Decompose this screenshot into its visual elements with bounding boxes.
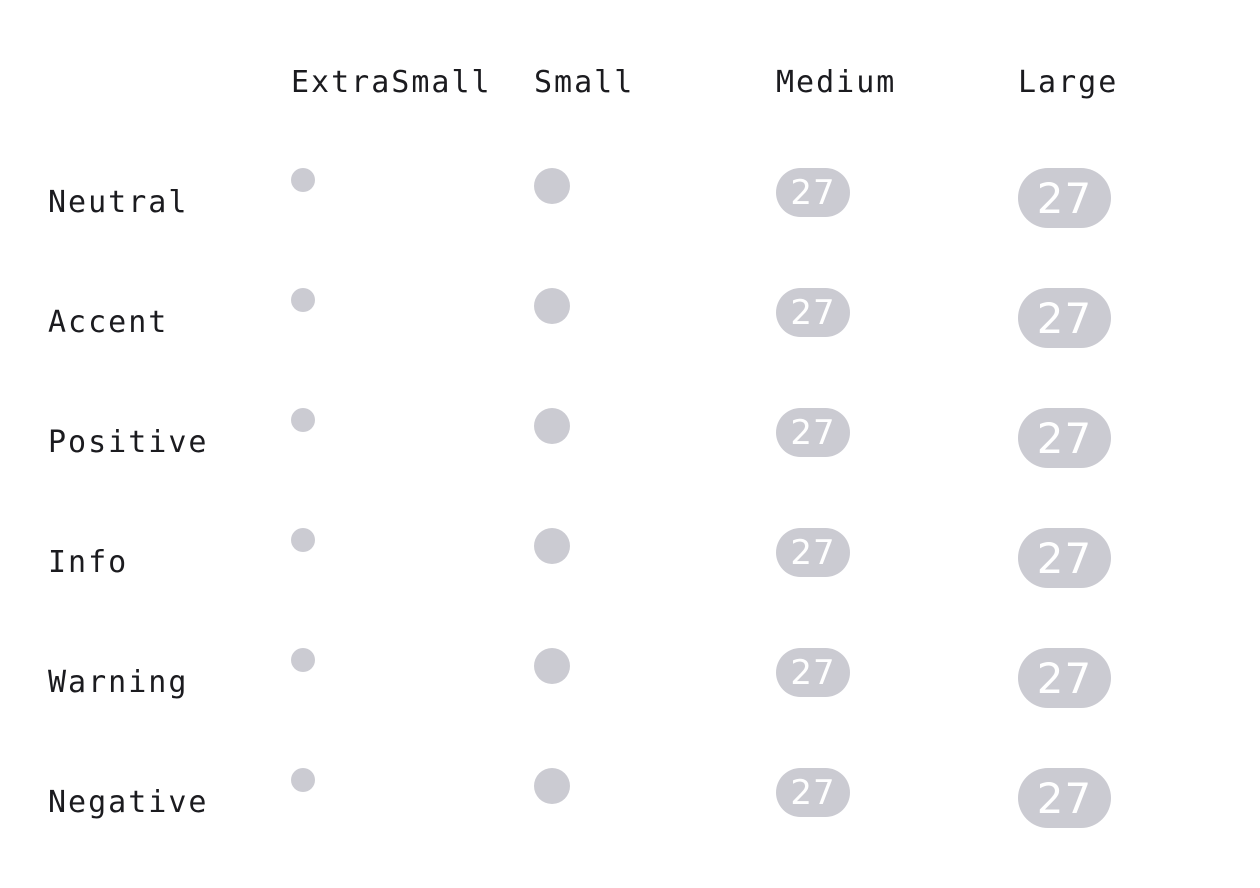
badge-count-large: 27 xyxy=(1018,288,1111,348)
badge-row-negative: Negative 27 27 xyxy=(0,720,1260,840)
column-header-extra-small: ExtraSmall xyxy=(291,65,492,100)
badge-dot-small xyxy=(534,168,570,204)
badge-count-medium: 27 xyxy=(776,768,850,817)
badge-row-accent: Accent 27 27 xyxy=(0,240,1260,360)
badge-count-large: 27 xyxy=(1018,528,1111,588)
badge-count-large: 27 xyxy=(1018,168,1111,228)
badge-count-medium: 27 xyxy=(776,168,850,217)
badge-dot-extra-small xyxy=(291,408,315,432)
badge-row-warning: Warning 27 27 xyxy=(0,600,1260,720)
badge-row-neutral: Neutral 27 27 xyxy=(0,120,1260,240)
badge-dot-small xyxy=(534,768,570,804)
column-header-small: Small xyxy=(534,65,635,100)
badge-count-medium: 27 xyxy=(776,528,850,577)
badge-count-medium: 27 xyxy=(776,288,850,337)
row-label: Info xyxy=(48,545,129,580)
badge-count-large: 27 xyxy=(1018,648,1111,708)
row-label: Neutral xyxy=(48,185,189,220)
badge-dot-small xyxy=(534,648,570,684)
row-label: Warning xyxy=(48,665,189,700)
row-label: Accent xyxy=(48,305,169,340)
badge-dot-extra-small xyxy=(291,168,315,192)
badge-dot-small xyxy=(534,528,570,564)
badge-dot-extra-small xyxy=(291,528,315,552)
badge-dot-small xyxy=(534,288,570,324)
badge-dot-small xyxy=(534,408,570,444)
badge-row-positive: Positive 27 27 xyxy=(0,360,1260,480)
badge-dot-extra-small xyxy=(291,648,315,672)
badge-count-large: 27 xyxy=(1018,768,1111,828)
column-header-medium: Medium xyxy=(776,65,897,100)
badge-row-info: Info 27 27 xyxy=(0,480,1260,600)
badge-dot-extra-small xyxy=(291,288,315,312)
badge-count-medium: 27 xyxy=(776,648,850,697)
badge-count-large: 27 xyxy=(1018,408,1111,468)
row-label: Positive xyxy=(48,425,209,460)
badge-count-medium: 27 xyxy=(776,408,850,457)
column-header-large: Large xyxy=(1018,65,1119,100)
row-label: Negative xyxy=(48,785,209,820)
badge-dot-extra-small xyxy=(291,768,315,792)
